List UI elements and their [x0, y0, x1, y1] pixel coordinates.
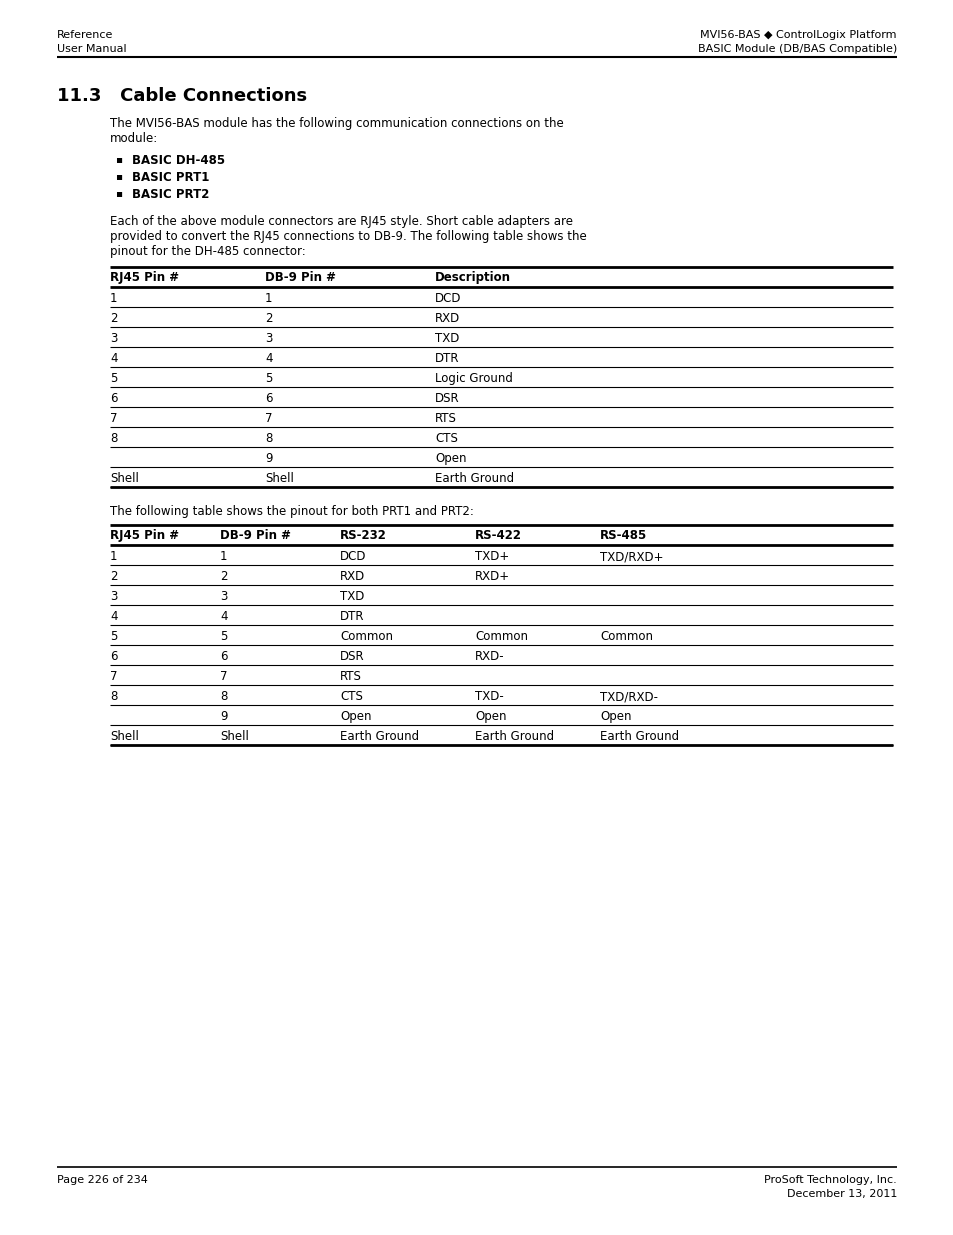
Text: DSR: DSR [339, 650, 364, 663]
Text: 2: 2 [220, 571, 227, 583]
Text: 1: 1 [110, 550, 117, 563]
Text: 7: 7 [265, 412, 273, 425]
Text: Reference: Reference [57, 30, 113, 40]
Text: User Manual: User Manual [57, 44, 127, 54]
Text: Shell: Shell [265, 472, 294, 485]
Text: 1: 1 [265, 291, 273, 305]
Text: 8: 8 [220, 690, 227, 703]
Text: 5: 5 [265, 372, 273, 385]
Text: 5: 5 [220, 630, 227, 643]
Text: Common: Common [339, 630, 393, 643]
Text: 6: 6 [220, 650, 227, 663]
Text: RXD-: RXD- [475, 650, 504, 663]
Text: 2: 2 [265, 312, 273, 325]
Text: December 13, 2011: December 13, 2011 [786, 1189, 896, 1199]
Text: 4: 4 [110, 352, 117, 366]
Text: Shell: Shell [110, 472, 139, 485]
Text: DTR: DTR [339, 610, 364, 622]
Text: 3: 3 [110, 332, 117, 345]
Text: ▪: ▪ [115, 188, 122, 198]
Text: 4: 4 [265, 352, 273, 366]
Text: DSR: DSR [435, 391, 459, 405]
Text: module:: module: [110, 132, 158, 144]
Text: DTR: DTR [435, 352, 459, 366]
Text: BASIC Module (DB/BAS Compatible): BASIC Module (DB/BAS Compatible) [697, 44, 896, 54]
Text: 7: 7 [110, 671, 117, 683]
Text: RXD+: RXD+ [475, 571, 510, 583]
Text: MVI56-BAS ◆ ControlLogix Platform: MVI56-BAS ◆ ControlLogix Platform [700, 30, 896, 40]
Text: 8: 8 [110, 690, 117, 703]
Text: Logic Ground: Logic Ground [435, 372, 513, 385]
Text: 9: 9 [220, 710, 227, 722]
Text: Page 226 of 234: Page 226 of 234 [57, 1174, 148, 1186]
Text: ▪: ▪ [115, 170, 122, 182]
Text: 2: 2 [110, 312, 117, 325]
Text: 3: 3 [220, 590, 227, 603]
Text: The following table shows the pinout for both PRT1 and PRT2:: The following table shows the pinout for… [110, 505, 474, 517]
Text: TXD: TXD [435, 332, 459, 345]
Text: 6: 6 [110, 391, 117, 405]
Text: Description: Description [435, 270, 511, 284]
Text: Each of the above module connectors are RJ45 style. Short cable adapters are: Each of the above module connectors are … [110, 215, 573, 228]
Text: BASIC PRT2: BASIC PRT2 [132, 188, 209, 201]
Text: RJ45 Pin #: RJ45 Pin # [110, 270, 179, 284]
Text: RTS: RTS [435, 412, 456, 425]
Text: Open: Open [599, 710, 631, 722]
Text: Open: Open [435, 452, 466, 466]
Text: ▪: ▪ [115, 154, 122, 164]
Text: ProSoft Technology, Inc.: ProSoft Technology, Inc. [763, 1174, 896, 1186]
Text: 9: 9 [265, 452, 273, 466]
Text: Earth Ground: Earth Ground [435, 472, 514, 485]
Text: 7: 7 [220, 671, 227, 683]
Text: DCD: DCD [339, 550, 366, 563]
Text: RTS: RTS [339, 671, 361, 683]
Text: RXD: RXD [339, 571, 365, 583]
Text: CTS: CTS [339, 690, 362, 703]
Text: RJ45 Pin #: RJ45 Pin # [110, 529, 179, 542]
Text: DB-9 Pin #: DB-9 Pin # [220, 529, 291, 542]
Text: TXD-: TXD- [475, 690, 503, 703]
Text: TXD: TXD [339, 590, 364, 603]
Text: DCD: DCD [435, 291, 461, 305]
Text: Shell: Shell [110, 730, 139, 743]
Text: 6: 6 [265, 391, 273, 405]
Text: Earth Ground: Earth Ground [475, 730, 554, 743]
Text: 3: 3 [265, 332, 273, 345]
Text: Earth Ground: Earth Ground [339, 730, 418, 743]
Text: Open: Open [475, 710, 506, 722]
Text: Common: Common [599, 630, 652, 643]
Text: TXD+: TXD+ [475, 550, 509, 563]
Text: Common: Common [475, 630, 527, 643]
Text: 1: 1 [110, 291, 117, 305]
Text: pinout for the DH-485 connector:: pinout for the DH-485 connector: [110, 245, 305, 258]
Text: RS-485: RS-485 [599, 529, 646, 542]
Text: RS-422: RS-422 [475, 529, 521, 542]
Text: 3: 3 [110, 590, 117, 603]
Text: 1: 1 [220, 550, 227, 563]
Text: TXD/RXD-: TXD/RXD- [599, 690, 658, 703]
Text: RXD: RXD [435, 312, 459, 325]
Text: 2: 2 [110, 571, 117, 583]
Text: RS-232: RS-232 [339, 529, 387, 542]
Text: 8: 8 [265, 432, 273, 445]
Text: BASIC PRT1: BASIC PRT1 [132, 170, 209, 184]
Text: provided to convert the RJ45 connections to DB-9. The following table shows the: provided to convert the RJ45 connections… [110, 230, 586, 243]
Text: 5: 5 [110, 630, 117, 643]
Text: The MVI56-BAS module has the following communication connections on the: The MVI56-BAS module has the following c… [110, 117, 563, 130]
Text: CTS: CTS [435, 432, 457, 445]
Text: 7: 7 [110, 412, 117, 425]
Text: 8: 8 [110, 432, 117, 445]
Text: 4: 4 [110, 610, 117, 622]
Text: 5: 5 [110, 372, 117, 385]
Text: 11.3   Cable Connections: 11.3 Cable Connections [57, 86, 307, 105]
Text: BASIC DH-485: BASIC DH-485 [132, 154, 225, 167]
Text: 4: 4 [220, 610, 227, 622]
Text: TXD/RXD+: TXD/RXD+ [599, 550, 662, 563]
Text: Earth Ground: Earth Ground [599, 730, 679, 743]
Text: 6: 6 [110, 650, 117, 663]
Text: Shell: Shell [220, 730, 249, 743]
Text: DB-9 Pin #: DB-9 Pin # [265, 270, 335, 284]
Text: Open: Open [339, 710, 371, 722]
